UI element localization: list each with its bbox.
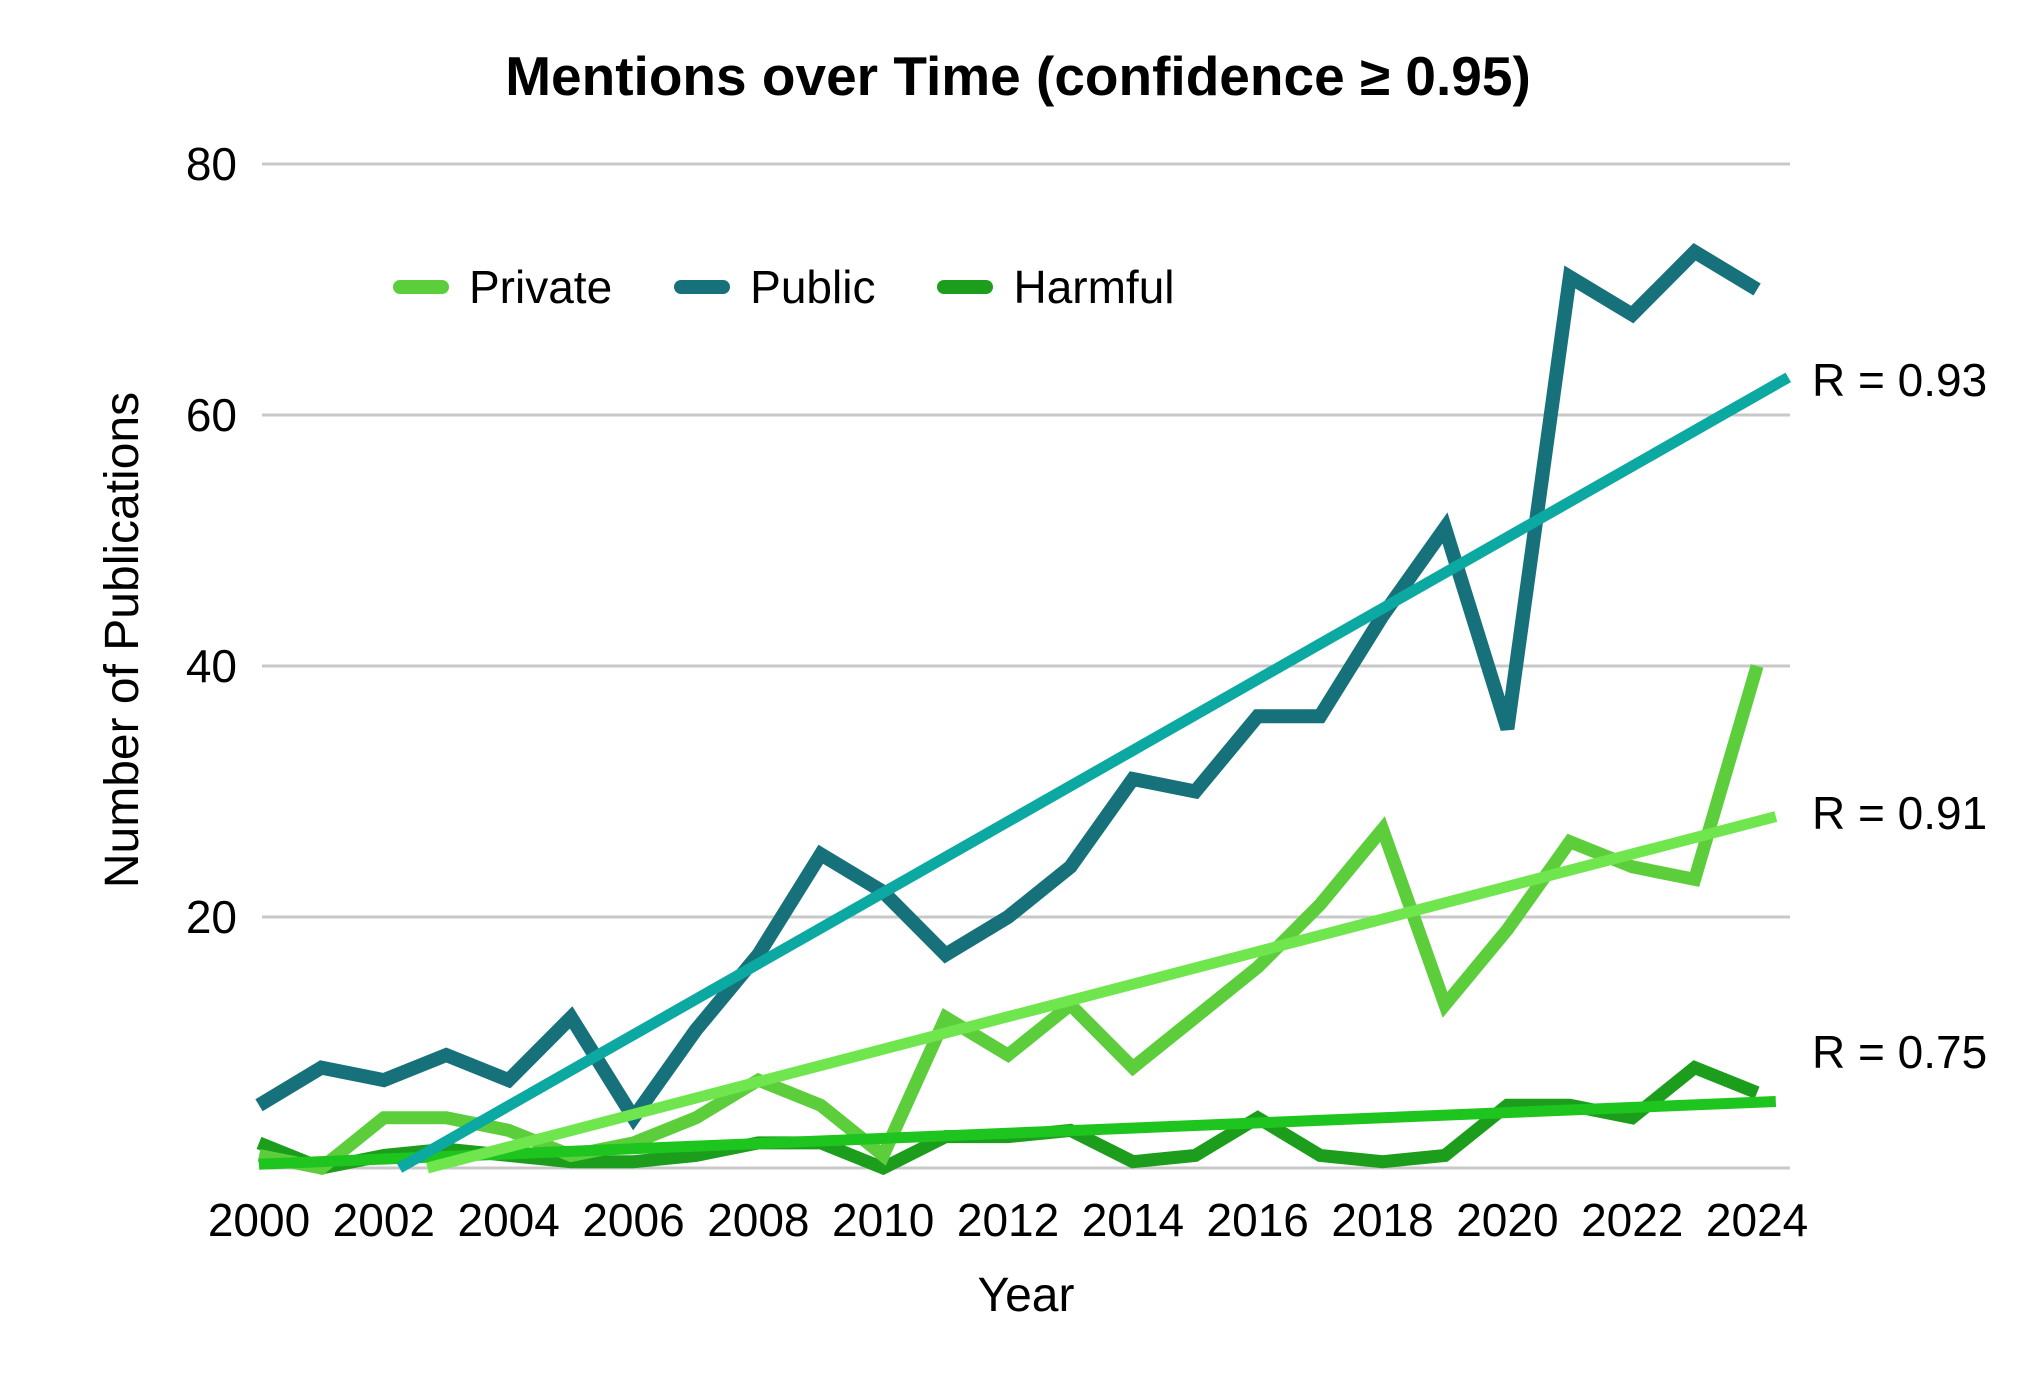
- legend-item-public: Public: [674, 261, 875, 313]
- x-axis-title: Year: [977, 1269, 1075, 1322]
- legend-label-public: Public: [750, 261, 876, 313]
- legend-swatch-public: [674, 280, 731, 294]
- x-tick-2016: 2016: [1206, 1194, 1309, 1246]
- legend-item-private: Private: [393, 261, 612, 313]
- series-public-line: [255, 243, 1761, 1131]
- trend-harmful-line: [258, 1095, 1777, 1170]
- x-tick-2012: 2012: [956, 1194, 1060, 1246]
- legend-swatch-harmful: [937, 280, 994, 294]
- x-tick-2008: 2008: [707, 1194, 810, 1246]
- trend-private-line: [426, 811, 1778, 1174]
- chart-legend: Private Public Harmful: [393, 261, 1175, 313]
- x-tick-2020: 2020: [1456, 1194, 1559, 1246]
- y-tick-40: 40: [185, 640, 237, 692]
- y-tick-20: 20: [185, 891, 237, 943]
- x-tick-2004: 2004: [457, 1194, 560, 1246]
- r-annotation-private: R = 0.91: [1812, 787, 1988, 839]
- x-tick-2010: 2010: [832, 1194, 935, 1246]
- r-annotation-public: R = 0.93: [1812, 354, 1988, 406]
- trend-public-line: [396, 372, 1792, 1173]
- x-tick-2024: 2024: [1705, 1194, 1809, 1246]
- legend-item-harmful: Harmful: [937, 261, 1175, 313]
- x-tick-2018: 2018: [1331, 1194, 1434, 1246]
- x-tick-2014: 2014: [1081, 1194, 1185, 1246]
- x-tick-2002: 2002: [332, 1194, 435, 1246]
- legend-label-private: Private: [469, 261, 613, 313]
- r-annotation-harmful: R = 0.75: [1812, 1026, 1988, 1078]
- y-tick-80: 80: [185, 138, 237, 190]
- y-tick-60: 60: [185, 389, 237, 441]
- chart-title: Mentions over Time (confidence ≥ 0.95): [505, 45, 1531, 107]
- x-tick-2000: 2000: [207, 1194, 311, 1246]
- x-tick-2022: 2022: [1581, 1194, 1684, 1246]
- x-tick-2006: 2006: [582, 1194, 685, 1246]
- series-private-line: [257, 664, 1764, 1175]
- legend-label-harmful: Harmful: [1013, 261, 1175, 313]
- legend-swatch-private: [393, 280, 449, 294]
